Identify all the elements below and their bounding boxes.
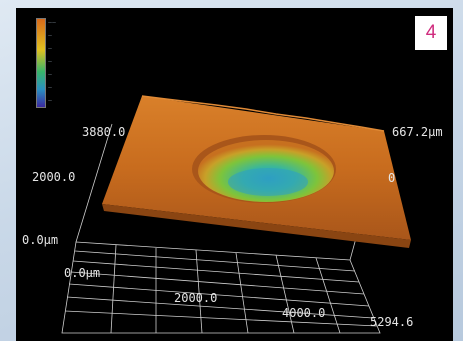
surface-plot-frame: —— — — — — — — 4 3880.0 667.2µm 2000.0 0…	[16, 8, 453, 341]
y-axis-max-label: 3880.0	[82, 125, 125, 139]
color-scale-tick: —	[48, 98, 52, 103]
color-scale-tick: ——	[48, 20, 56, 25]
color-scale-tick: —	[48, 72, 52, 77]
z-axis-max-label: 667.2µm	[392, 125, 443, 139]
color-scale-bar	[36, 18, 46, 108]
color-scale-tick: —	[48, 85, 52, 90]
color-scale-tick: —	[48, 46, 52, 51]
x-axis-4000-label: 4000.0	[282, 306, 325, 320]
x-axis-mid-label: 2000.0	[174, 291, 217, 305]
surface-mesh	[102, 96, 411, 248]
y-axis-zero-label: 0.0µm	[22, 233, 58, 247]
y-axis-mid-label: 2000.0	[32, 170, 75, 184]
x-axis-max-label: 5294.6	[370, 315, 413, 329]
panel-number-badge: 4	[415, 16, 447, 50]
color-scale-tick: —	[48, 59, 52, 64]
x-axis-zero-label: 0.0µm	[64, 266, 100, 280]
color-scale-tick: —	[48, 33, 52, 38]
z-axis-zero-label: 0	[388, 171, 395, 185]
